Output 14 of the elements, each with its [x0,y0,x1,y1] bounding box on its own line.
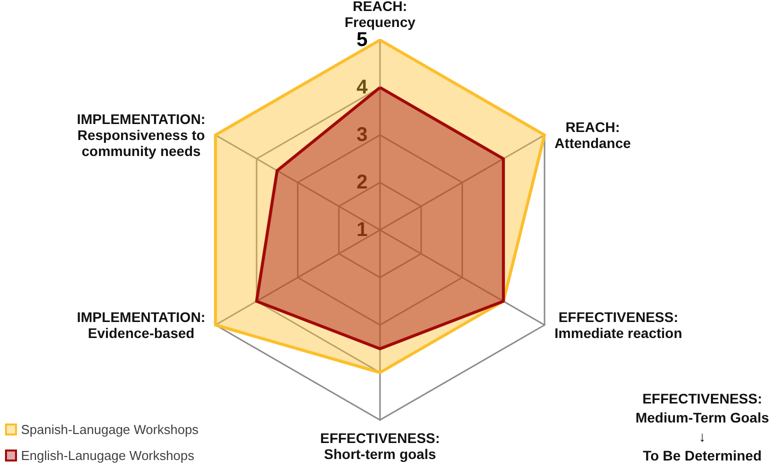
spoke-label: IMPLEMENTATION: Responsiveness to community needs [76,111,206,159]
spoke-label: EFFECTIVENESS: Short-term goals [320,430,440,462]
spoke-label: IMPLEMENTATION: Evidence-based [76,309,206,341]
y-tick-label: 3 [356,124,368,146]
spoke-label: REACH: Frequency [344,0,416,30]
y-tick-label: 1 [356,219,368,241]
text: EFFECTIVENESS: Medium-Term Goals ↓ To Be Determined [635,390,770,464]
y-tick-label: 2 [356,172,368,194]
spoke-label: REACH: Attendance [554,119,631,151]
y-tick-label: 4 [356,76,368,98]
y-tick-label: 5 [356,29,368,51]
legend-label: English-Lanugage Workshops [21,448,195,463]
spoke-label: EFFECTIVENESS: Immediate reaction [554,309,682,341]
legend-label: Spanish-Lanugage Workshops [21,422,200,437]
